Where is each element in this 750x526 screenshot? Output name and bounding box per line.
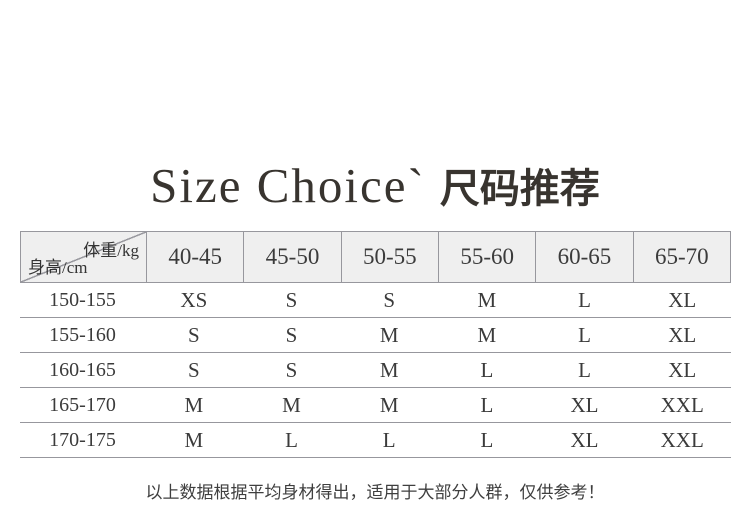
size-cell: L <box>480 427 494 452</box>
table-row: 155-160 S S M M L XL <box>20 318 731 353</box>
size-cell: M <box>379 392 399 417</box>
size-cell: L <box>480 357 494 382</box>
size-cell: L <box>578 287 591 312</box>
size-cell: M <box>379 322 399 347</box>
height-range-label: 170-175 <box>49 428 116 451</box>
size-cell: M <box>477 322 497 347</box>
size-cell: M <box>477 287 497 312</box>
size-cell: M <box>379 357 399 382</box>
column-header: 45-50 <box>243 232 340 282</box>
size-cell: S <box>383 287 396 312</box>
column-header: 55-60 <box>437 232 535 282</box>
size-cell: S <box>187 322 200 347</box>
height-range-label: 150-155 <box>49 288 116 311</box>
table-row: 165-170 M M M L XL XXL <box>20 388 731 423</box>
size-cell: XS <box>180 287 208 312</box>
column-header: 50-55 <box>340 232 438 282</box>
size-cell: M <box>184 427 204 452</box>
size-cell: L <box>480 392 494 417</box>
height-axis-label: 身高/cm <box>28 258 88 277</box>
size-cell: L <box>578 357 591 382</box>
table-row: 160-165 S S M L L XL <box>20 353 731 388</box>
size-cell: XL <box>668 287 697 312</box>
height-range-label: 160-165 <box>49 358 116 381</box>
corner-header-cell: 体重/kg 身高/cm <box>21 232 146 282</box>
disclaimer-note: 以上数据根据平均身材得出，适用于大部分人群，仅供参考！ <box>145 483 605 502</box>
size-cell: L <box>578 322 591 347</box>
size-cell: S <box>187 357 200 382</box>
column-header: 40-45 <box>146 232 243 282</box>
table-header-row: 体重/kg 身高/cm 40-45 45-50 50-55 55-60 60-6… <box>20 231 731 283</box>
table-row: 170-175 M L L L XL XXL <box>20 423 731 458</box>
title-chinese: 尺码推荐 <box>439 166 600 211</box>
size-cell: XL <box>570 427 599 452</box>
height-range-label: 155-160 <box>49 323 116 346</box>
page-title: Size Choice` 尺码推荐 <box>0 156 750 214</box>
size-cell: XXL <box>660 427 704 452</box>
column-header: 60-65 <box>535 232 632 282</box>
size-cell: XL <box>570 392 599 417</box>
size-cell: M <box>184 392 204 417</box>
size-cell: M <box>282 392 301 417</box>
weight-axis-label: 体重/kg <box>83 241 139 260</box>
size-cell: S <box>285 357 298 382</box>
title-english: Size Choice` <box>150 158 426 213</box>
size-cell: S <box>285 287 298 312</box>
size-table: 体重/kg 身高/cm 40-45 45-50 50-55 55-60 60-6… <box>20 231 731 458</box>
size-cell: XXL <box>660 392 704 417</box>
size-cell: L <box>382 427 396 452</box>
size-cell: XL <box>668 322 697 347</box>
size-cell: L <box>285 427 298 452</box>
column-header: 65-70 <box>632 232 730 282</box>
height-range-label: 165-170 <box>49 393 116 416</box>
table-row: 150-155 XS S S M L XL <box>20 283 731 318</box>
size-cell: XL <box>668 357 697 382</box>
size-cell: S <box>285 322 298 347</box>
